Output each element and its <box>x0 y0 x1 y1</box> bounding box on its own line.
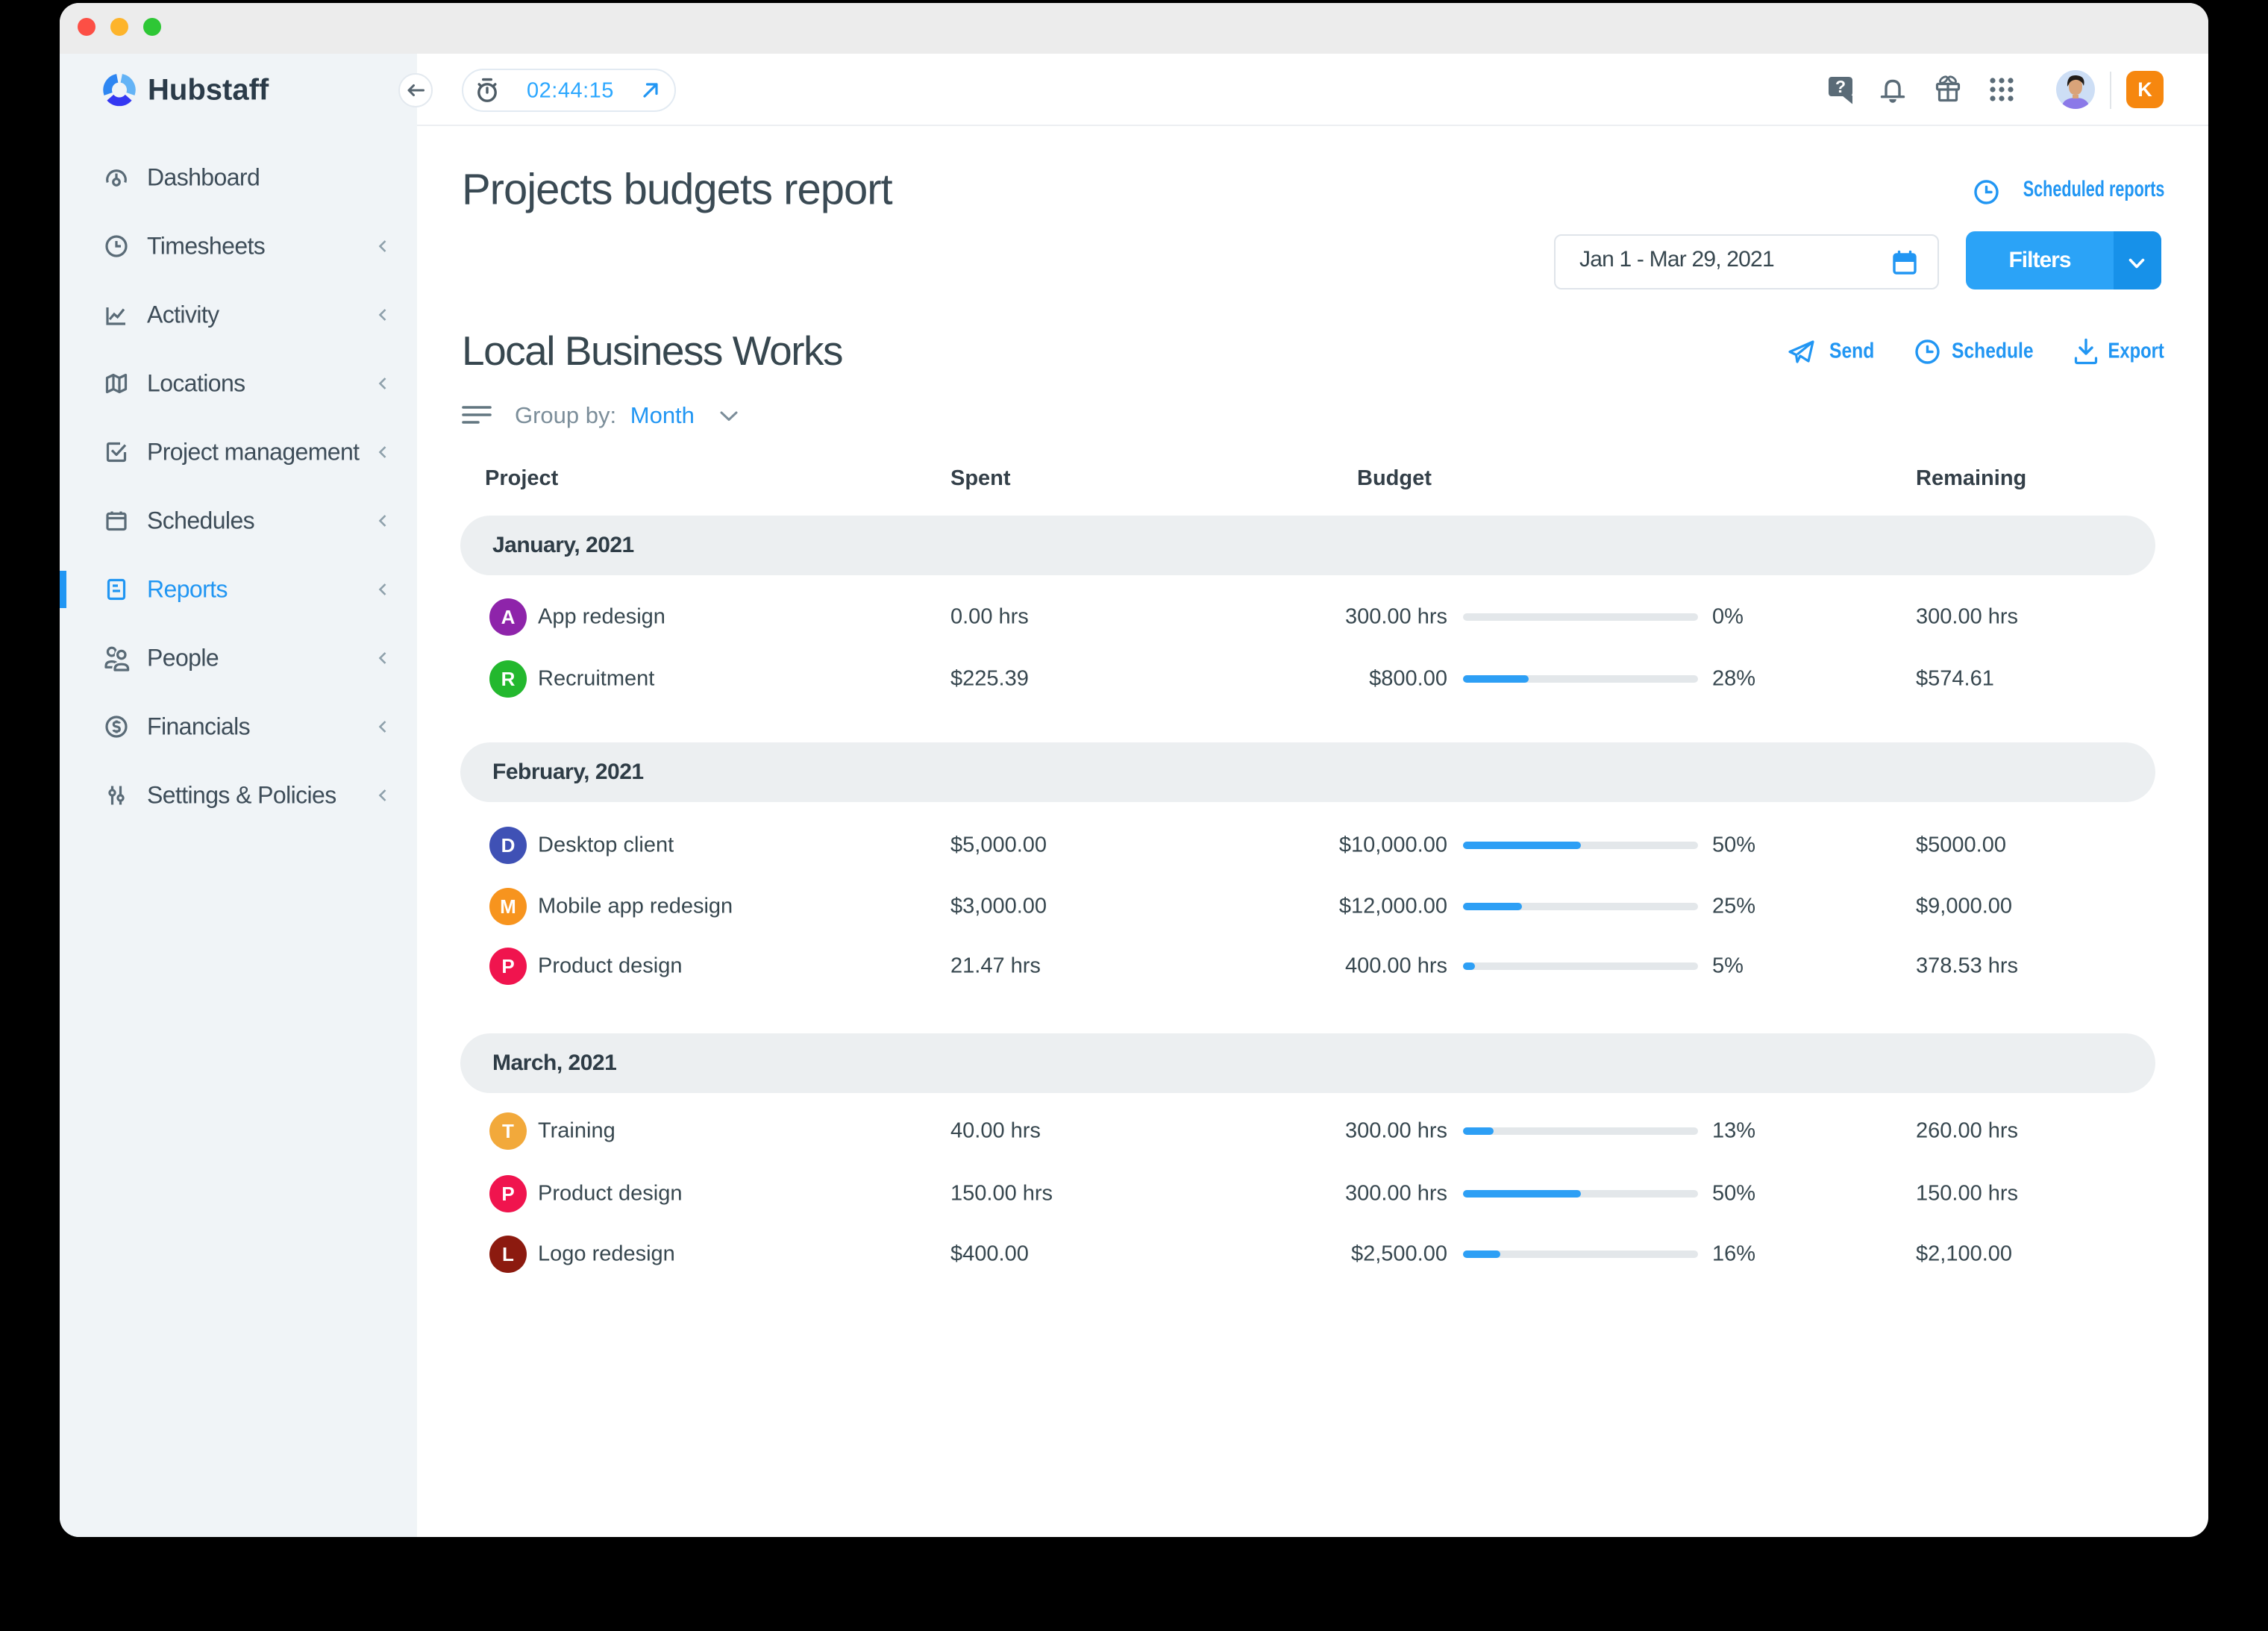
svg-text:?: ? <box>1835 77 1846 96</box>
